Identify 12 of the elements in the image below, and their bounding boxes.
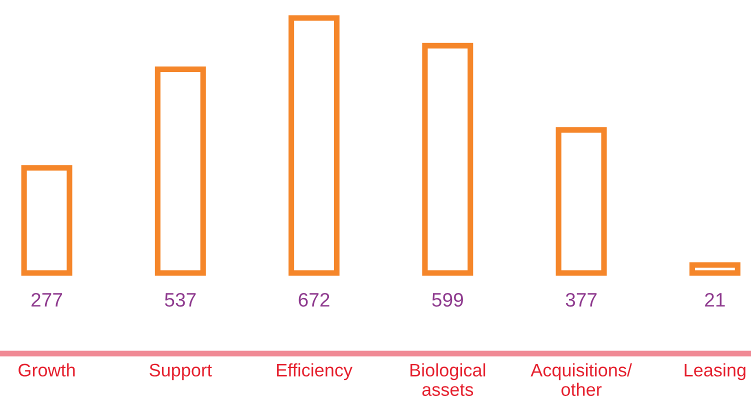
data-label: 377: [566, 292, 597, 307]
data-label: 672: [298, 292, 330, 307]
x-tick-label: Leasing: [684, 363, 746, 380]
data-label: 21: [705, 292, 725, 307]
data-label: 277: [32, 292, 62, 307]
data-label: 537: [164, 292, 196, 307]
x-tick-label: Growth: [18, 363, 75, 377]
x-tick-label: Efficiency: [277, 363, 352, 380]
data-label: 599: [432, 292, 463, 307]
x-tick-label: Support: [150, 364, 212, 380]
x-tick-label: Acquisitions/ other: [530, 363, 632, 396]
x-tick-label: Biological assets: [410, 363, 486, 396]
